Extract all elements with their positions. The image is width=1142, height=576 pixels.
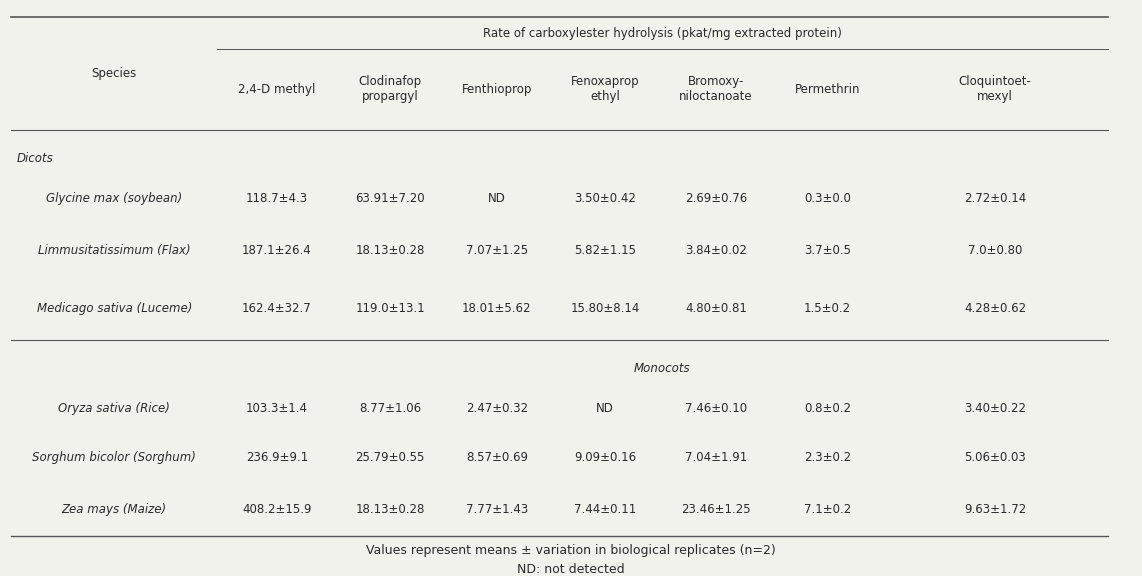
Text: 103.3±1.4: 103.3±1.4 xyxy=(246,403,308,415)
Text: 63.91±7.20: 63.91±7.20 xyxy=(355,192,425,205)
Text: Sorghum bicolor (Sorghum): Sorghum bicolor (Sorghum) xyxy=(32,452,196,464)
Text: 4.28±0.62: 4.28±0.62 xyxy=(964,302,1027,314)
Text: 0.3±0.0: 0.3±0.0 xyxy=(804,192,851,205)
Text: 408.2±15.9: 408.2±15.9 xyxy=(242,503,312,516)
Text: 7.07±1.25: 7.07±1.25 xyxy=(466,244,528,257)
Text: 15.80±8.14: 15.80±8.14 xyxy=(571,302,640,314)
Text: ND: ND xyxy=(596,403,614,415)
Text: 3.7±0.5: 3.7±0.5 xyxy=(804,244,851,257)
Text: 1.5±0.2: 1.5±0.2 xyxy=(804,302,851,314)
Text: Cloquintoet-
mexyl: Cloquintoet- mexyl xyxy=(959,75,1031,103)
Text: 119.0±13.1: 119.0±13.1 xyxy=(355,302,425,314)
Text: 3.84±0.02: 3.84±0.02 xyxy=(685,244,747,257)
Text: Glycine max (soybean): Glycine max (soybean) xyxy=(46,192,183,205)
Text: 7.46±0.10: 7.46±0.10 xyxy=(685,403,747,415)
Text: Permethrin: Permethrin xyxy=(795,83,860,96)
Text: Fenthioprop: Fenthioprop xyxy=(461,83,532,96)
Text: 4.80±0.81: 4.80±0.81 xyxy=(685,302,747,314)
Text: 25.79±0.55: 25.79±0.55 xyxy=(355,452,425,464)
Text: 3.40±0.22: 3.40±0.22 xyxy=(964,403,1027,415)
Text: 2.3±0.2: 2.3±0.2 xyxy=(804,452,851,464)
Text: 2.69±0.76: 2.69±0.76 xyxy=(685,192,747,205)
Text: Values represent means ± variation in biological replicates (n=2): Values represent means ± variation in bi… xyxy=(367,544,775,556)
Text: 7.1±0.2: 7.1±0.2 xyxy=(804,503,851,516)
Text: 7.04±1.91: 7.04±1.91 xyxy=(685,452,747,464)
Text: 2,4-D methyl: 2,4-D methyl xyxy=(239,83,315,96)
Text: ND: ND xyxy=(488,192,506,205)
Text: 7.77±1.43: 7.77±1.43 xyxy=(466,503,528,516)
Text: Bromoxy-
niloctanoate: Bromoxy- niloctanoate xyxy=(679,75,753,103)
Text: 3.50±0.42: 3.50±0.42 xyxy=(574,192,636,205)
Text: Dicots: Dicots xyxy=(17,152,54,165)
Text: 8.57±0.69: 8.57±0.69 xyxy=(466,452,528,464)
Text: 118.7±4.3: 118.7±4.3 xyxy=(246,192,308,205)
Text: Oryza sativa (Rice): Oryza sativa (Rice) xyxy=(58,403,170,415)
Text: 9.09±0.16: 9.09±0.16 xyxy=(574,452,636,464)
Text: 162.4±32.7: 162.4±32.7 xyxy=(242,302,312,314)
Text: 18.01±5.62: 18.01±5.62 xyxy=(463,302,531,314)
Text: 236.9±9.1: 236.9±9.1 xyxy=(246,452,308,464)
Text: 8.77±1.06: 8.77±1.06 xyxy=(359,403,421,415)
Text: 23.46±1.25: 23.46±1.25 xyxy=(682,503,750,516)
Text: 2.47±0.32: 2.47±0.32 xyxy=(466,403,528,415)
Text: 9.63±1.72: 9.63±1.72 xyxy=(964,503,1027,516)
Text: 187.1±26.4: 187.1±26.4 xyxy=(242,244,312,257)
Text: 7.0±0.80: 7.0±0.80 xyxy=(968,244,1022,257)
Text: 18.13±0.28: 18.13±0.28 xyxy=(355,244,425,257)
Text: 0.8±0.2: 0.8±0.2 xyxy=(804,403,851,415)
Text: Zea mays (Maize): Zea mays (Maize) xyxy=(62,503,167,516)
Text: 2.72±0.14: 2.72±0.14 xyxy=(964,192,1027,205)
Text: 18.13±0.28: 18.13±0.28 xyxy=(355,503,425,516)
Text: ND: not detected: ND: not detected xyxy=(517,563,625,575)
Text: Species: Species xyxy=(91,67,137,80)
Text: Fenoxaprop
ethyl: Fenoxaprop ethyl xyxy=(571,75,640,103)
Text: Rate of carboxylester hydrolysis (pkat/mg extracted protein): Rate of carboxylester hydrolysis (pkat/m… xyxy=(483,26,842,40)
Text: Clodinafop
propargyl: Clodinafop propargyl xyxy=(359,75,421,103)
Text: 5.06±0.03: 5.06±0.03 xyxy=(964,452,1027,464)
Text: Limmusitatissimum (Flax): Limmusitatissimum (Flax) xyxy=(38,244,191,257)
Text: 7.44±0.11: 7.44±0.11 xyxy=(574,503,636,516)
Text: 5.82±1.15: 5.82±1.15 xyxy=(574,244,636,257)
Text: Monocots: Monocots xyxy=(634,362,691,375)
Text: Medicago sativa (Luceme): Medicago sativa (Luceme) xyxy=(37,302,192,314)
